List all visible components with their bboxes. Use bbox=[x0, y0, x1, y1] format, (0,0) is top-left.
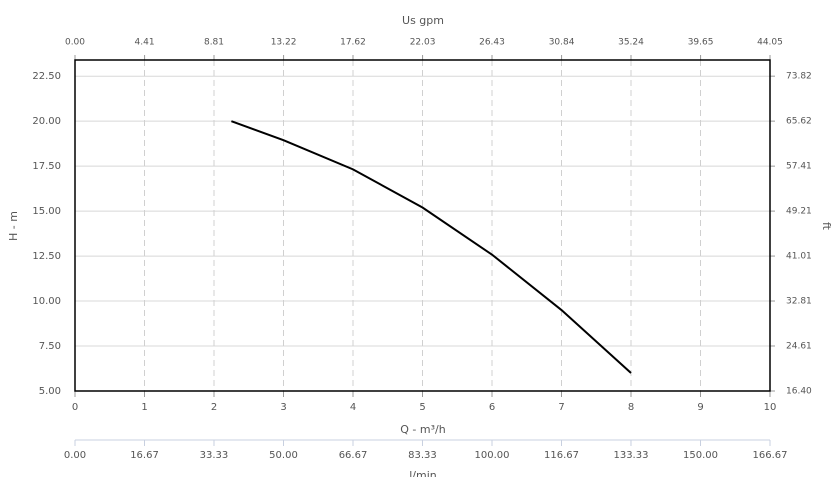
x-tick-label: 8 bbox=[628, 402, 634, 413]
y-tick-label: 22.50 bbox=[32, 71, 61, 82]
y-tick-label: 5.00 bbox=[39, 386, 61, 397]
top-tick-label: 13.22 bbox=[271, 38, 297, 48]
y2-tick-label: 73.82 bbox=[786, 72, 812, 82]
x2-tick-label: 83.33 bbox=[408, 450, 437, 461]
top-tick-label: 39.65 bbox=[688, 38, 714, 48]
x2-tick-label: 116.67 bbox=[544, 450, 579, 461]
x2-tick-label: 50.00 bbox=[269, 450, 298, 461]
top-axis-title: Us gpm bbox=[402, 14, 444, 27]
y-tick-label: 20.00 bbox=[32, 116, 61, 127]
top-tick-label: 26.43 bbox=[479, 38, 505, 48]
top-tick-label: 44.05 bbox=[757, 38, 783, 48]
y-axis-title: H - m bbox=[7, 211, 20, 241]
x-tick-label: 4 bbox=[350, 402, 356, 413]
x2-tick-label: 100.00 bbox=[474, 450, 509, 461]
y2-axis-title: ft bbox=[820, 222, 833, 231]
x2-axis-title: l/min bbox=[409, 469, 437, 477]
y-tick-label: 12.50 bbox=[32, 251, 61, 262]
y-tick-label: 10.00 bbox=[32, 296, 61, 307]
y-tick-label: 15.00 bbox=[32, 206, 61, 217]
top-tick-label: 8.81 bbox=[204, 38, 224, 48]
y2-tick-label: 16.40 bbox=[786, 387, 812, 397]
plot-frame bbox=[74, 59, 771, 392]
y2-tick-label: 65.62 bbox=[786, 117, 812, 127]
y2-tick-label: 57.41 bbox=[786, 162, 812, 172]
x-tick-label: 5 bbox=[419, 402, 425, 413]
x2-tick-label: 166.67 bbox=[753, 450, 788, 461]
top-tick-label: 30.84 bbox=[549, 38, 575, 48]
top-tick-label: 35.24 bbox=[618, 38, 644, 48]
top-tick-label: 0.00 bbox=[65, 38, 85, 48]
y-tick-label: 17.50 bbox=[32, 161, 61, 172]
x2-tick-label: 150.00 bbox=[683, 450, 718, 461]
y2-tick-label: 41.01 bbox=[786, 252, 812, 262]
x-tick-label: 7 bbox=[558, 402, 564, 413]
x2-tick-label: 66.67 bbox=[339, 450, 368, 461]
x2-tick-label: 16.67 bbox=[130, 450, 159, 461]
top-tick-label: 22.03 bbox=[410, 38, 436, 48]
x2-tick-label: 133.33 bbox=[613, 450, 648, 461]
x2-tick-label: 0.00 bbox=[64, 450, 86, 461]
x-tick-label: 3 bbox=[280, 402, 286, 413]
x-tick-label: 1 bbox=[141, 402, 147, 413]
y-tick-label: 7.50 bbox=[39, 341, 61, 352]
top-tick-label: 4.41 bbox=[135, 38, 155, 48]
x-tick-label: 0 bbox=[72, 402, 78, 413]
top-tick-label: 17.62 bbox=[340, 38, 366, 48]
x-axis-title: Q - m³/h bbox=[400, 423, 445, 436]
x-tick-label: 10 bbox=[764, 402, 777, 413]
x-tick-label: 9 bbox=[697, 402, 703, 413]
x-tick-label: 6 bbox=[489, 402, 495, 413]
x2-tick-label: 33.33 bbox=[200, 450, 229, 461]
pump-curve bbox=[231, 120, 632, 374]
x-tick-label: 2 bbox=[211, 402, 217, 413]
y2-tick-label: 32.81 bbox=[786, 297, 812, 307]
y2-tick-label: 49.21 bbox=[786, 207, 812, 217]
y2-tick-label: 24.61 bbox=[786, 341, 812, 351]
